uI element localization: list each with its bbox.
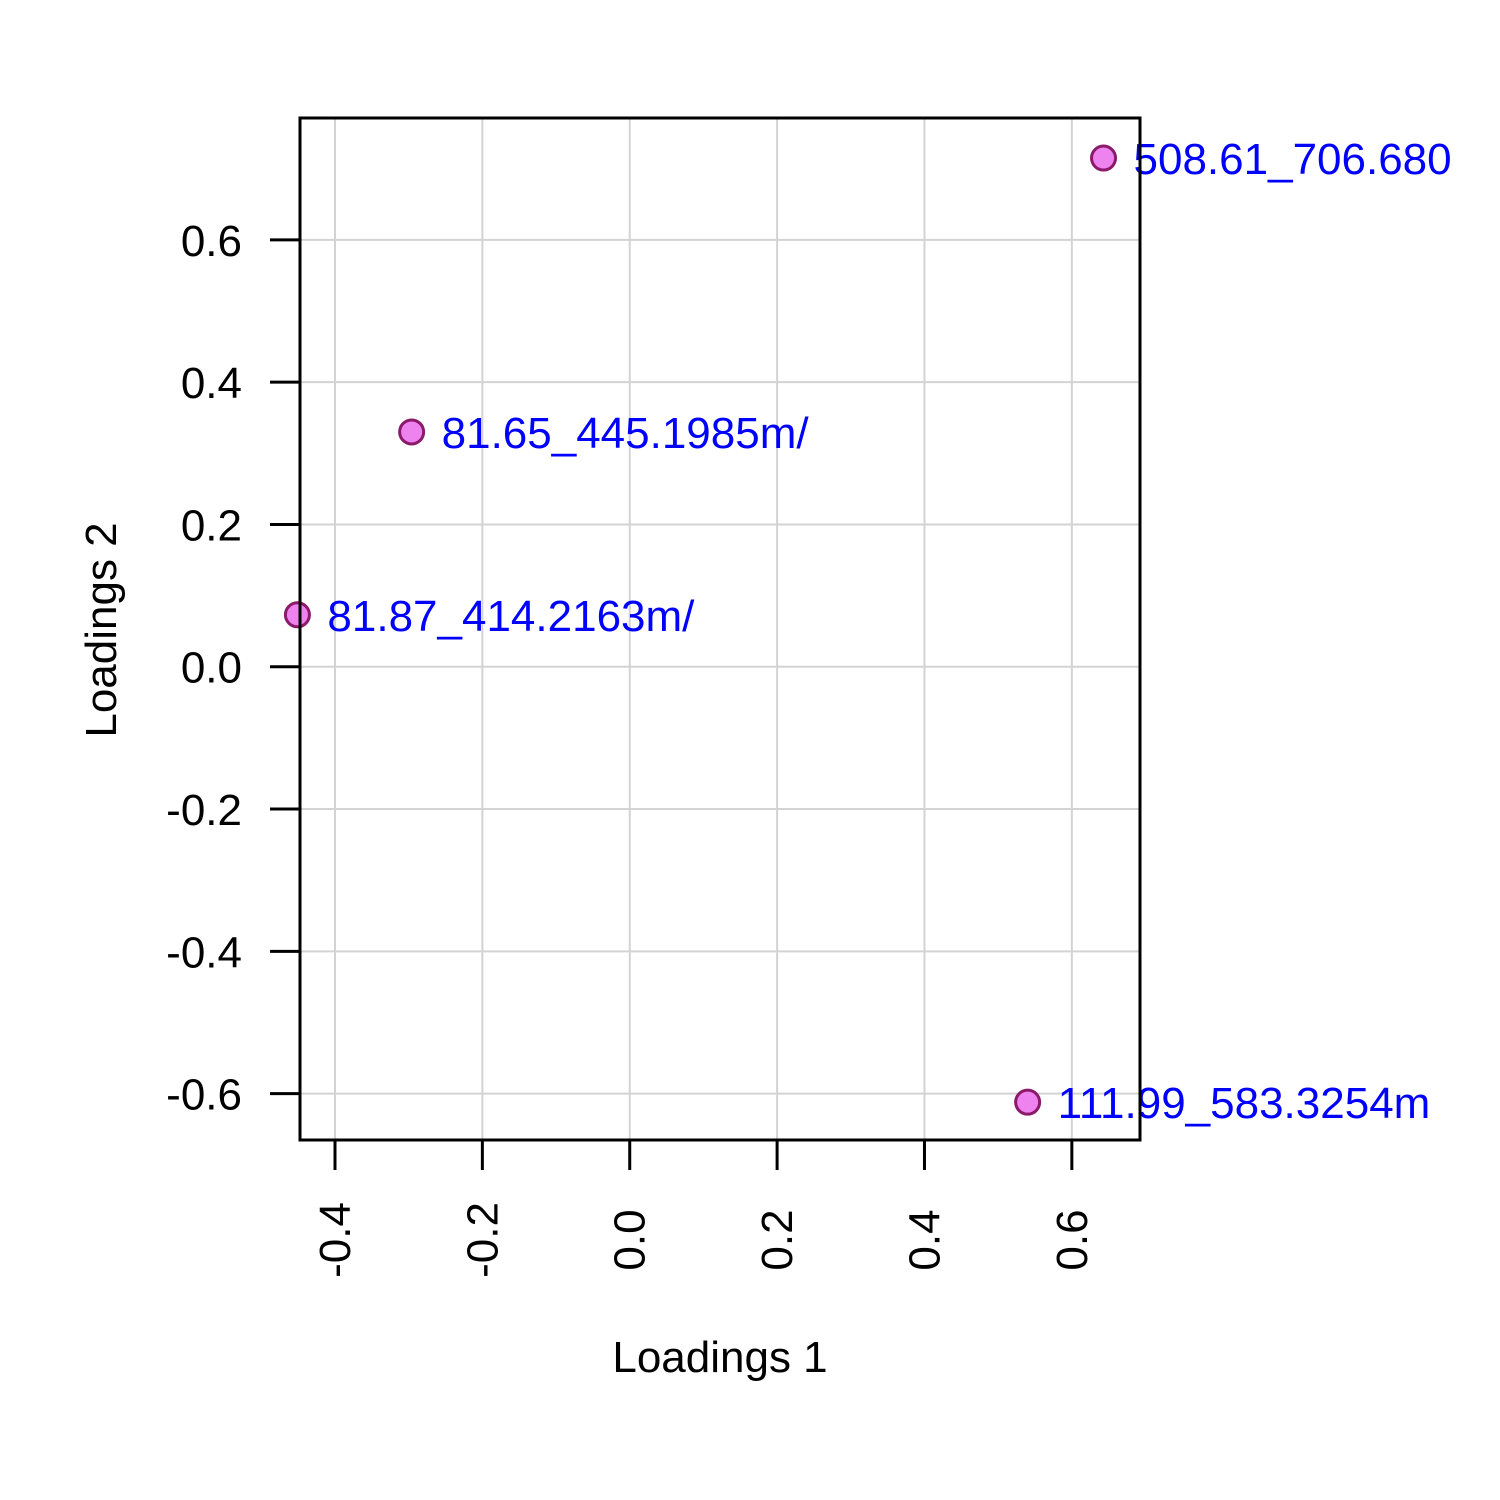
- x-tick-label-5: 0.6: [1048, 1209, 1097, 1270]
- x-tick-label-1: -0.2: [458, 1202, 507, 1278]
- data-point-0: [1090, 144, 1118, 172]
- grid-lines: [300, 118, 1140, 1140]
- x-axis-title: Loadings 1: [612, 1333, 827, 1382]
- point-label-0: 508.61_706.680: [1134, 135, 1452, 184]
- data-points: 508.61_706.680 81.65_445.1985m/81.87_414.…: [283, 135, 1452, 1128]
- point-label-1: 81.65_445.1985m/: [442, 409, 810, 458]
- y-tick-label-5: 0.4: [181, 359, 242, 408]
- x-tick-label-3: 0.2: [753, 1209, 802, 1270]
- data-point-2: [283, 601, 311, 629]
- x-tick-label-0: -0.4: [311, 1202, 360, 1278]
- y-tick-label-6: 0.6: [181, 217, 242, 266]
- data-point-1: [398, 418, 426, 446]
- y-axis: -0.6 -0.4 -0.2 0.0 0.2 0.4 0.6: [166, 217, 300, 1120]
- point-label-2: 81.87_414.2163m/: [327, 592, 695, 641]
- point-label-3: 111.99_583.3254m: [1058, 1079, 1431, 1128]
- data-point-3: [1014, 1088, 1042, 1116]
- y-axis-title: Loadings 2: [77, 522, 126, 737]
- y-tick-label-2: -0.2: [166, 786, 242, 835]
- y-tick-label-1: -0.4: [166, 928, 242, 977]
- y-tick-label-4: 0.2: [181, 501, 242, 550]
- plot-frame: [298, 116, 1142, 1142]
- x-tick-label-4: 0.4: [900, 1209, 949, 1270]
- y-tick-label-0: -0.6: [166, 1071, 242, 1120]
- x-axis: -0.4 -0.2 0.0 0.2 0.4 0.6: [311, 1140, 1097, 1278]
- y-tick-label-3: 0.0: [181, 644, 242, 693]
- x-tick-label-2: 0.0: [606, 1209, 655, 1270]
